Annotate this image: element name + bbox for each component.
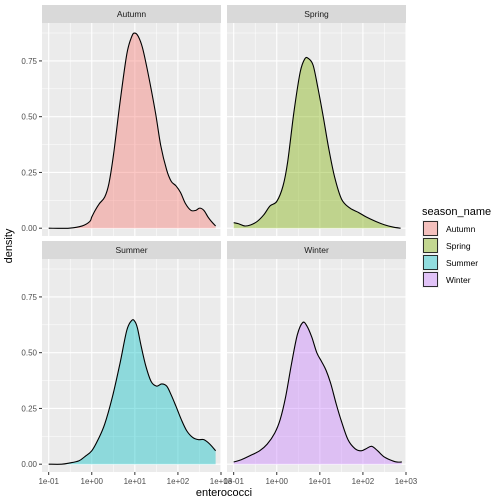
x-tick-label: 1e-01 [38,477,59,486]
density-line-autumn [48,32,217,229]
density-line-winter [233,321,402,463]
strip-winter [227,241,406,259]
legend-title: season_name [422,206,491,218]
panels-layer: Autumn Spring Summer Winter [42,5,407,472]
legend-label-autumn: Autumn [446,224,476,234]
x-tick-label: 1e+00 [81,477,104,486]
strip-label-winter: Winter [304,245,329,255]
legend-key-background-summer [422,254,439,271]
x-tick-label: 1e+02 [352,477,375,486]
legend-label-spring: Spring [446,241,471,251]
legend-label-winter: Winter [446,275,471,285]
x-tick-label: 1e-01 [223,477,244,486]
strip-label-spring: Spring [304,9,329,19]
y-tick-label: 0.25 [21,404,37,413]
panel-spring: Spring [227,5,407,236]
y-tick-label: 0.50 [21,113,37,122]
panel-summer: Summer [42,241,222,472]
y-tick-label: 0.75 [21,57,37,66]
panel-autumn: Autumn [42,5,222,236]
density-area-winter [233,322,402,465]
legend-label-summer: Summer [446,258,478,268]
x-axis-title: enterococci [196,487,252,499]
legend-key-background-autumn [422,220,439,237]
density-area-autumn [48,33,216,229]
legend-key-background-winter [422,271,439,288]
strip-label-autumn: Autumn [117,9,147,19]
legend: season_name Autumn Spring Summer Winter [422,206,491,288]
y-axis-title: density [3,228,15,263]
legend-swatch-spring [423,238,438,253]
x-tick-label: 1e+03 [210,477,233,486]
density-line-summer [48,319,217,465]
y-tick-label: 0.75 [21,293,37,302]
y-tick-label: 0.00 [21,224,37,233]
x-tick-label: 1e+03 [395,477,418,486]
panel-winter: Winter [227,241,407,472]
strip-summer [42,241,221,259]
strip-label-summer: Summer [115,245,147,255]
density-line-spring [233,56,401,229]
legend-swatch-summer [423,255,438,270]
legend-swatch-autumn [423,221,438,236]
strip-spring [227,5,406,23]
y-tick-label: 0.50 [21,349,37,358]
legend-swatch-winter [423,272,438,287]
x-tick-label: 1e+01 [309,477,332,486]
x-tick-label: 1e+00 [266,477,289,486]
density-area-spring [233,57,401,229]
strip-autumn [42,5,221,23]
y-tick-label: 0.25 [21,168,37,177]
legend-key-background-spring [422,237,439,254]
density-area-summer [48,319,216,465]
x-tick-label: 1e+02 [167,477,190,486]
y-tick-label: 0.00 [21,460,37,469]
x-tick-label: 1e+01 [124,477,147,486]
